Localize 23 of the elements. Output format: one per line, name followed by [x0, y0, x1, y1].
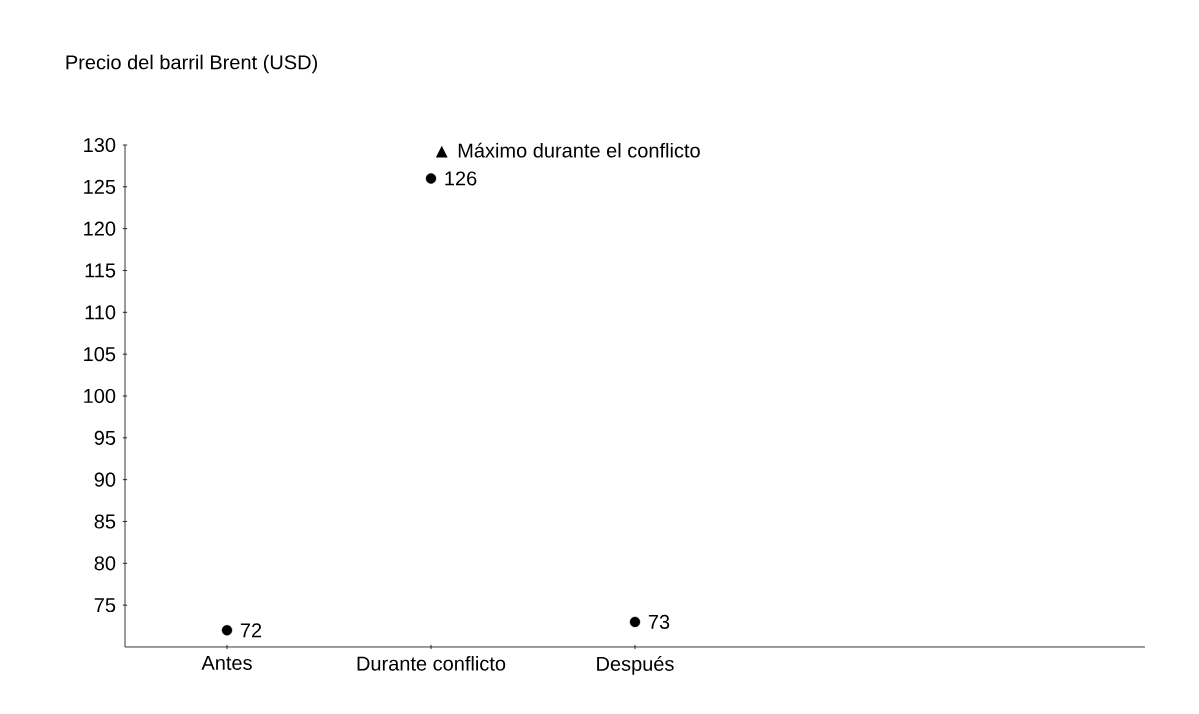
- y-tick-label: 100: [84, 388, 116, 404]
- data-label: 72: [240, 623, 262, 638]
- chart-title: Precio del barril Brent (USD): [66, 54, 317, 74]
- y-tick-label: 90: [94, 472, 116, 487]
- y-tick-label: 130: [84, 137, 116, 153]
- data-label: 73: [648, 614, 670, 629]
- x-tick-label: Antes: [201, 655, 252, 670]
- x-tick-label: Durante conflicto: [357, 655, 506, 671]
- annotation: ▲ Máximo durante el conflicto: [435, 142, 700, 158]
- x-tick-label: Después: [597, 655, 674, 675]
- point: [221, 625, 233, 636]
- y-tick-label: 120: [84, 221, 116, 236]
- y-tick-label: 75: [94, 598, 116, 613]
- data-label: 126: [445, 171, 477, 186]
- point: [425, 173, 437, 184]
- y-tick-label: 85: [94, 514, 116, 529]
- y-tick-label: 105: [84, 347, 116, 362]
- y-tick-label: 95: [94, 430, 116, 445]
- y-tick-label: 115: [85, 263, 116, 278]
- y-tick-label: 125: [84, 179, 116, 194]
- point: [629, 616, 641, 628]
- y-tick-label: 80: [94, 556, 116, 571]
- y-tick-label: 110: [85, 305, 116, 320]
